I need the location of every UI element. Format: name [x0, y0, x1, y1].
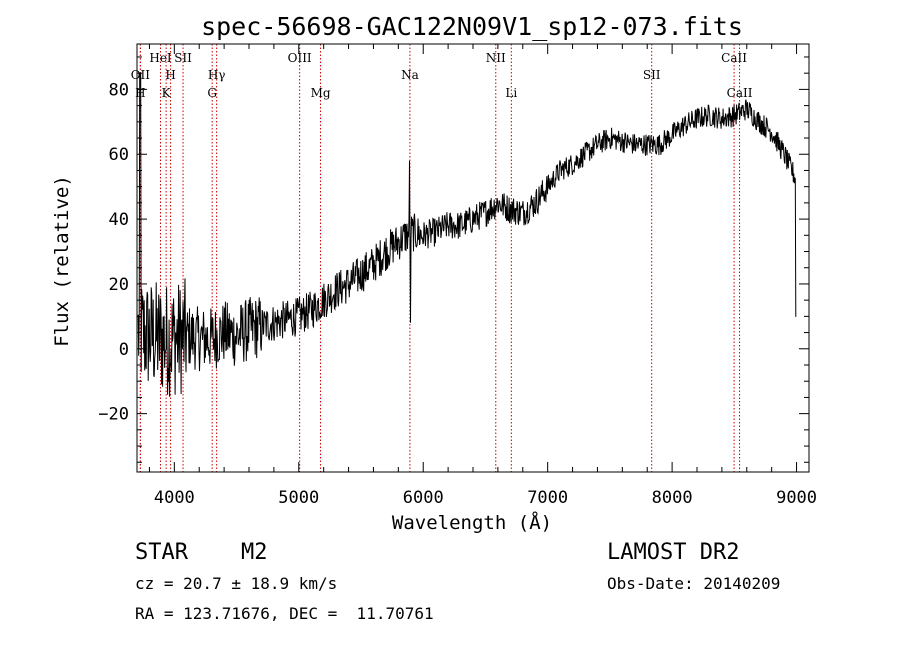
x-axis-label: Wavelength (Å) [392, 511, 552, 534]
x-tick-label: 4000 [154, 488, 195, 508]
spectral-line-label: Li [505, 86, 517, 100]
x-tick-label: 8000 [652, 488, 693, 508]
y-tick-label: −20 [98, 405, 129, 425]
object-class: STAR [135, 540, 188, 565]
spectral-line-markers [139, 44, 741, 472]
y-tick-label: 0 [119, 340, 129, 360]
x-tick-label: 6000 [403, 488, 444, 508]
y-tick-label: 20 [109, 275, 129, 295]
spectral-line-label: HeI [149, 51, 172, 65]
y-tick-label: 40 [109, 210, 129, 230]
y-axis-label: Flux (relative) [51, 175, 73, 347]
spectral-line-label: H [165, 68, 175, 82]
spectral-line-label: Na [401, 68, 419, 82]
chart-title: spec-56698-GAC122N09V1_sp12-073.fits [201, 12, 743, 41]
coordinates: RA = 123.71676, DEC = 11.70761 [135, 604, 434, 623]
spectral-line-label: Mg [311, 86, 331, 100]
x-axis-ticks: 4000 5000 6000 7000 8000 9000 [148, 44, 817, 508]
y-tick-label: 60 [109, 145, 129, 165]
spectral-line-label: SII [174, 51, 192, 65]
survey-name: LAMOST DR2 [607, 540, 740, 565]
spectral-line-label: G [207, 86, 217, 100]
spectral-line-label: SII [643, 68, 661, 82]
redshift-velocity: cz = 20.7 ± 18.9 km/s [135, 574, 338, 593]
object-subclass: M2 [241, 540, 268, 565]
y-tick-label: 80 [109, 80, 129, 100]
spectral-line-label: Hγ [208, 68, 226, 82]
observation-date: Obs-Date: 20140209 [607, 574, 781, 593]
spectral-line-label: OIII [288, 51, 312, 65]
x-tick-label: 9000 [776, 488, 817, 508]
spectral-line-label: NII [486, 51, 506, 65]
spectral-line-label: CaII [721, 51, 747, 65]
y-axis-ticks: −20 0 20 40 60 80 [98, 56, 809, 463]
spectrum-line [137, 72, 797, 397]
x-tick-label: 7000 [527, 488, 568, 508]
x-tick-label: 5000 [278, 488, 319, 508]
spectral-line-label: CaII [727, 86, 753, 100]
spectral-line-label: K [162, 86, 172, 100]
